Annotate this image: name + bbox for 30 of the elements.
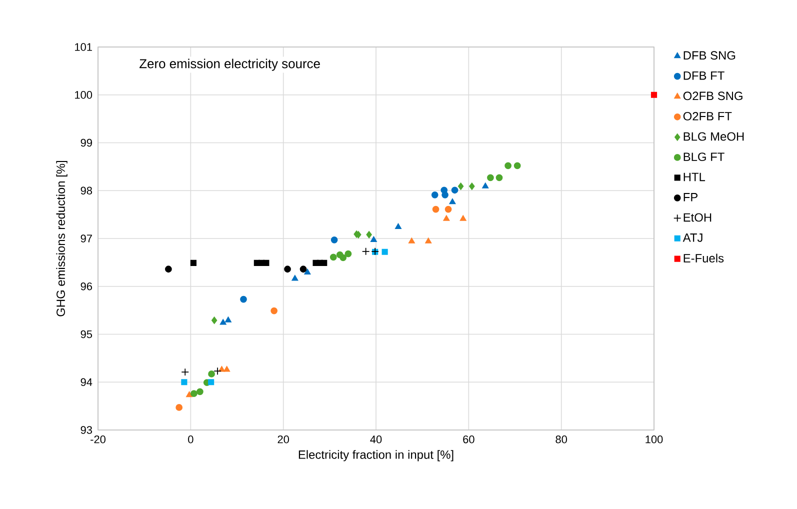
legend-label: O2FB FT	[683, 112, 732, 120]
y-tick-label: 101	[75, 43, 92, 51]
x-axis-title: Electricity fraction in input [%]	[298, 450, 454, 462]
y-tick-label: 96	[80, 282, 92, 290]
x-tick-label: 80	[556, 436, 567, 444]
x-tick-label: 100	[646, 436, 663, 444]
x-tick-label: 20	[278, 436, 289, 444]
y-tick-label: 93	[80, 426, 92, 434]
x-tick-label: 0	[188, 436, 194, 444]
y-tick-label: 94	[80, 378, 92, 386]
x-tick-label: -20	[90, 436, 106, 444]
legend-label: EtOH	[684, 213, 712, 222]
legend-label: DFB FT	[684, 71, 724, 80]
x-tick-label: 60	[463, 436, 474, 444]
y-axis-title: GHG emissions reduction [%]	[56, 160, 68, 316]
y-tick-label: 99	[80, 138, 92, 147]
y-tick-label: 97	[80, 234, 92, 242]
y-tick-label: 95	[80, 330, 92, 338]
legend-label: DFB SNG	[684, 51, 736, 60]
x-tick-label: 40	[370, 436, 382, 444]
legend-label: ATJ	[682, 234, 702, 242]
legend-label: O2FB SNG	[683, 92, 742, 100]
legend-label: FP	[684, 193, 698, 202]
legend-label: BLG FT	[684, 152, 724, 162]
annotation: Zero emission electricity source	[140, 58, 320, 71]
legend-label: BLG MeOH	[684, 132, 744, 141]
y-tick-label: 98	[80, 186, 92, 194]
y-tick-label: 100	[75, 90, 92, 99]
legend-label: HTL	[684, 172, 706, 182]
legend-label: E-Fuels	[684, 254, 724, 262]
